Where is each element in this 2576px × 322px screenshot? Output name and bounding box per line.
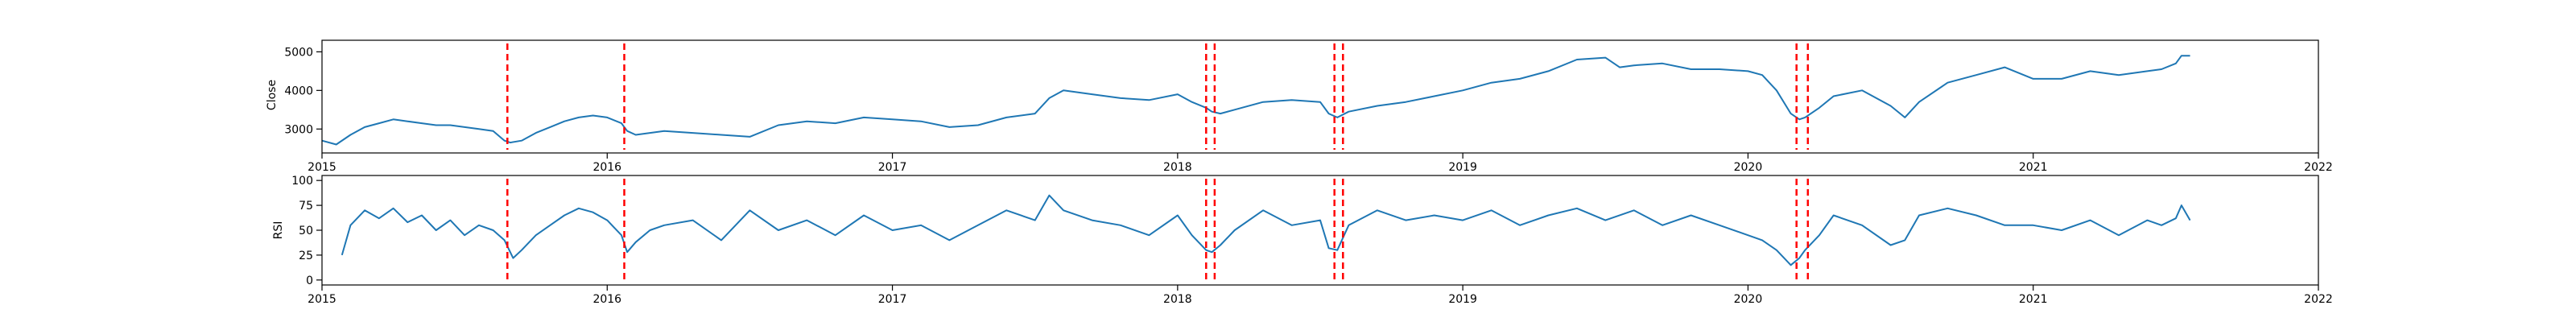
rsi-plot: 2015 2016 2017 2018 2019 2020 2021 2022 0 25 50 75 1… (291, 175, 2333, 306)
rsi-y-tick-label: 100 (291, 175, 313, 188)
close-x-tick-label: 2021 (2019, 161, 2048, 174)
rsi-axes-frame (321, 175, 2319, 286)
rsi-x-tick-label: 2021 (2019, 293, 2048, 306)
rsi-x-tick-label: 2018 (1163, 293, 1192, 306)
rsi-y-tick-label: 75 (299, 200, 313, 213)
rsi-x-tick-label: 2019 (1448, 293, 1477, 306)
rsi-series-line (341, 194, 2191, 266)
rsi-x-tick-label: 2016 (592, 293, 621, 306)
close-plot: 2015 2016 2017 2018 2019 2020 2021 2022 3000 4000… (284, 39, 2333, 174)
close-x-tick-label: 2016 (592, 161, 621, 174)
close-x-tick-label: 2022 (2304, 161, 2333, 174)
rsi-y-tick-label: 50 (299, 225, 313, 237)
close-x-tick-label: 2015 (308, 161, 336, 174)
close-x-tick-label: 2018 (1163, 161, 1192, 174)
close-x-tick-label: 2017 (878, 161, 907, 174)
rsi-x-tick-label: 2022 (2304, 293, 2333, 306)
rsi-y-tick-label: 25 (299, 250, 313, 262)
close-y-tick-label: 4000 (284, 85, 313, 97)
close-y-tick-label: 5000 (284, 46, 313, 59)
rsi-y-axis-label: RSI (272, 221, 285, 240)
close-y-tick-label: 3000 (284, 123, 313, 136)
rsi-y-tick-label: 0 (306, 275, 313, 287)
close-price-panel: Close 2015 2016 2017 2018 2019 2020 2021 2022 30… (266, 39, 2333, 174)
close-x-tick-label: 2019 (1448, 161, 1477, 174)
rsi-x-tick-label: 2015 (308, 293, 336, 306)
rsi-x-tick-label: 2017 (878, 293, 907, 306)
close-axes-frame (321, 39, 2319, 154)
close-x-tick-label: 2020 (1734, 161, 1763, 174)
rsi-panel: RSI 2015 2016 2017 2018 2019 2020 2021 2022 0 25 5… (272, 175, 2333, 306)
close-y-axis-label: Close (266, 80, 279, 110)
close-series-line (321, 55, 2190, 146)
rsi-x-tick-label: 2020 (1734, 293, 1763, 306)
